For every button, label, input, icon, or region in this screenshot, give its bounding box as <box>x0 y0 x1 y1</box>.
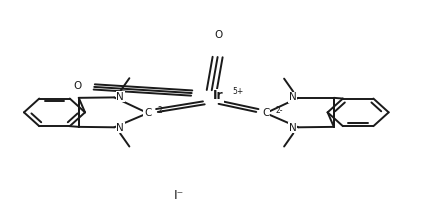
Text: 2-: 2- <box>276 106 283 115</box>
Text: 5+: 5+ <box>232 88 243 96</box>
Text: Ir: Ir <box>213 89 224 102</box>
Text: N: N <box>289 92 297 102</box>
Text: O: O <box>214 30 222 40</box>
Text: O: O <box>74 81 82 91</box>
Text: C: C <box>262 108 269 118</box>
Text: N: N <box>289 123 297 133</box>
Text: N: N <box>116 92 124 102</box>
Text: C: C <box>144 108 152 118</box>
Text: I⁻: I⁻ <box>174 189 184 202</box>
Text: N: N <box>116 123 124 133</box>
Text: 2-: 2- <box>158 106 165 115</box>
